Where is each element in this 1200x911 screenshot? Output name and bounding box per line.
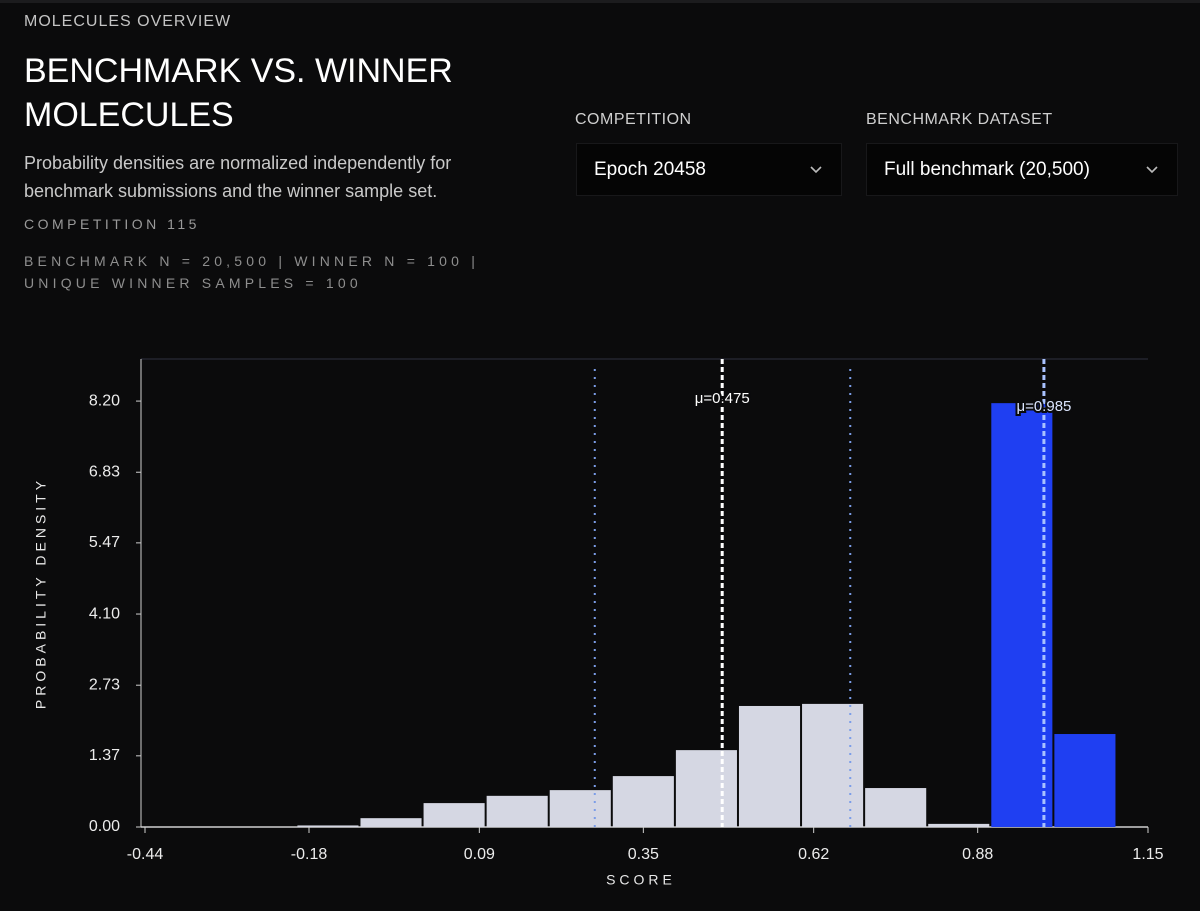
x-tick-label: 0.35 bbox=[628, 846, 659, 863]
histogram-bar bbox=[360, 818, 422, 827]
y-axis-title: PROBABILITY DENSITY bbox=[33, 477, 49, 709]
x-tick-label: 0.88 bbox=[962, 846, 993, 863]
y-tick-label: 1.37 bbox=[89, 747, 120, 764]
histogram-bar bbox=[675, 750, 737, 827]
mean-label: μ=0.985 bbox=[1016, 398, 1071, 415]
y-tick-label: 5.47 bbox=[89, 534, 120, 551]
histogram-bar bbox=[991, 403, 1053, 827]
histogram-bar bbox=[486, 795, 548, 827]
page-title: BENCHMARK VS. WINNER MOLECULES bbox=[24, 52, 453, 134]
x-tick-label: -0.44 bbox=[127, 846, 164, 863]
histogram-bar bbox=[928, 823, 990, 827]
eyebrow: MOLECULES OVERVIEW bbox=[24, 13, 232, 30]
histogram-bar bbox=[865, 788, 927, 827]
y-tick-label: 6.83 bbox=[89, 463, 120, 480]
control-label: COMPETITION bbox=[575, 111, 692, 128]
chevron bbox=[810, 166, 822, 174]
description: Probability densities are normalized ind… bbox=[24, 153, 452, 201]
y-tick-label: 0.00 bbox=[89, 818, 120, 835]
x-axis-title: SCORE bbox=[606, 872, 676, 888]
y-tick-label: 4.10 bbox=[89, 605, 120, 622]
control-label: BENCHMARK DATASET bbox=[866, 111, 1053, 128]
histogram-bar bbox=[612, 776, 674, 827]
dropdown-value: Epoch 20458 bbox=[594, 158, 706, 180]
chevron bbox=[1146, 166, 1158, 174]
dataset-dropdown[interactable]: Full benchmark (20,500) bbox=[866, 143, 1178, 196]
histogram-bar bbox=[423, 803, 485, 827]
histogram-bar bbox=[297, 825, 359, 827]
x-tick-label: 0.09 bbox=[464, 846, 495, 863]
y-tick-label: 2.73 bbox=[89, 676, 120, 693]
dropdown-value: Full benchmark (20,500) bbox=[884, 158, 1090, 180]
competition-dropdown[interactable]: Epoch 20458 bbox=[576, 143, 842, 196]
x-tick-label: -0.18 bbox=[291, 846, 328, 863]
competition-id: COMPETITION 115 bbox=[24, 216, 200, 232]
x-tick-label: 1.15 bbox=[1132, 846, 1163, 863]
chart: SCORE PROBABILITY DENSITY 0.00 1.37 2.73 4.… bbox=[33, 358, 1164, 888]
histogram-bar bbox=[549, 790, 611, 827]
histogram-bar bbox=[1054, 734, 1116, 827]
mean-label: μ=0.475 bbox=[695, 390, 750, 407]
y-tick-label: 8.20 bbox=[89, 392, 120, 409]
histogram-bar bbox=[802, 703, 864, 827]
histogram-bar bbox=[738, 705, 801, 827]
x-tick-label: 0.62 bbox=[798, 846, 829, 863]
sample-stats: BENCHMARK N = 20,500 | WINNER N = 100 | … bbox=[24, 253, 480, 291]
